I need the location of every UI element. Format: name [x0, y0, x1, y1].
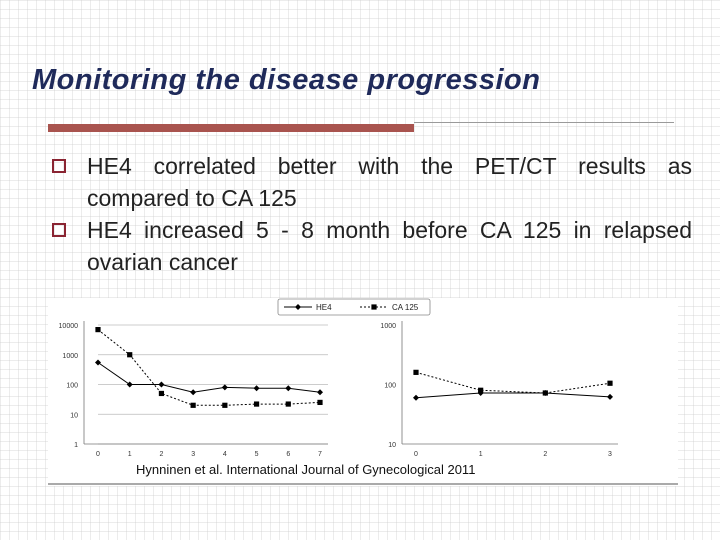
y-tick-label: 100 [66, 383, 78, 390]
square-bullet-icon [52, 159, 66, 173]
y-tick-label: 10 [388, 442, 396, 449]
legend-label: HE4 [316, 303, 332, 312]
ca125-data-point [542, 390, 548, 396]
x-tick-label: 1 [479, 451, 483, 458]
x-tick-label: 2 [543, 451, 547, 458]
bullet-list: HE4 correlated better with the PET/CT re… [52, 150, 692, 278]
x-tick-label: 0 [414, 451, 418, 458]
he4-data-point [477, 389, 484, 396]
x-tick-label: 5 [255, 451, 259, 458]
he4-series-line [415, 392, 611, 399]
legend-label: CA 125 [392, 303, 419, 312]
he4-data-point [221, 384, 228, 391]
he4-data-point [295, 304, 301, 310]
ca125-data-point [95, 327, 101, 333]
ca125-data-point [253, 401, 260, 407]
y-tick-label: 10 [70, 412, 78, 419]
x-tick-label: 4 [223, 451, 227, 458]
he4-data-point [95, 359, 101, 366]
y-tick-label: 100 [384, 383, 396, 390]
bullet-item: HE4 correlated better with the PET/CT re… [52, 150, 692, 214]
ca125-data-point [607, 380, 613, 386]
x-tick-label: 3 [608, 451, 612, 458]
title-accent-bar [48, 124, 414, 132]
ca125-data-point [317, 399, 323, 406]
citation-text: Hynninen et al. International Journal of… [136, 462, 475, 477]
x-tick-label: 3 [191, 451, 195, 458]
ca125-data-point [413, 369, 419, 375]
ca125-data-point [222, 402, 228, 408]
title-rule [414, 122, 674, 123]
ca125-data-point [285, 401, 291, 407]
x-tick-label: 7 [318, 451, 322, 458]
he4-data-point [285, 385, 292, 392]
he4-data-point [413, 394, 419, 401]
x-tick-label: 1 [128, 451, 132, 458]
bullet-item: HE4 increased 5 - 8 month before CA 125 … [52, 214, 692, 278]
he4-data-point [607, 393, 613, 400]
bullet-text: HE4 correlated better with the PET/CT re… [87, 153, 692, 211]
ca125-data-point [371, 304, 377, 310]
ca125-data-point [190, 402, 196, 408]
left-chart: 1 10 100 1000 10000 0 1 2 3 4 5 6 7 [59, 321, 328, 458]
slide-title: Monitoring the disease progression [32, 64, 541, 96]
ca125-series-line [97, 329, 321, 406]
chart-figure: HE4 CA 125 1 10 100 1000 10000 0 1 2 3 4 5 6 7 10 100 1… [48, 298, 678, 486]
legend-box [277, 298, 431, 316]
ca125-data-point [478, 387, 484, 393]
y-tick-label: 10000 [59, 323, 79, 330]
he4-data-point [158, 381, 165, 388]
he4-data-point [190, 389, 197, 396]
y-tick-label: 1000 [62, 353, 78, 360]
right-chart: 10 100 1000 0 1 2 3 [380, 321, 618, 458]
y-tick-label: 1000 [380, 323, 396, 330]
chart-legend: HE4 CA 125 [277, 298, 431, 316]
ca125-data-point [127, 352, 133, 358]
x-tick-label: 0 [96, 451, 100, 458]
he4-data-point [126, 381, 133, 388]
he4-series-line [97, 362, 321, 393]
ca125-series-line [415, 371, 611, 394]
he4-data-point [253, 385, 260, 392]
square-bullet-icon [52, 223, 66, 237]
he4-data-point [317, 389, 323, 396]
x-tick-label: 2 [159, 451, 163, 458]
ca125-data-point [158, 390, 165, 397]
x-tick-label: 6 [286, 451, 290, 458]
bullet-text: HE4 increased 5 - 8 month before CA 125 … [87, 217, 692, 275]
y-tick-label: 1 [74, 442, 78, 449]
